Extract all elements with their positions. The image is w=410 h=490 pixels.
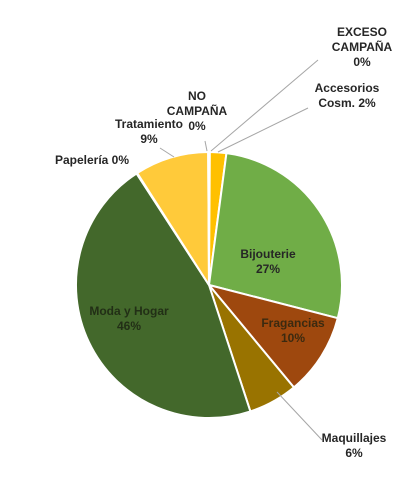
data-label-line: CAMPAÑA xyxy=(332,39,393,54)
leader-line xyxy=(204,140,208,152)
data-label-line: Papelería 0% xyxy=(55,153,129,167)
pie-slice-fragancias xyxy=(206,283,340,389)
data-label-line: 0% xyxy=(353,55,371,69)
pie-slices xyxy=(74,150,343,419)
data-label-line: EXCESO xyxy=(337,25,387,39)
data-label-tratamiento: Tratamiento 9% xyxy=(115,117,183,146)
data-label-line: 6% xyxy=(345,446,363,460)
data-label-line: 0% xyxy=(188,119,206,133)
data-label-line: Maquillajes xyxy=(322,431,387,445)
data-label-fragancias: Fragancias 10% xyxy=(261,316,325,345)
data-label-line: Accesorios xyxy=(315,81,380,95)
data-label-line: 10% xyxy=(281,331,305,345)
data-label-line: 9% xyxy=(140,132,158,146)
leader-lines xyxy=(159,59,323,441)
data-label-line: Moda y Hogar xyxy=(89,304,169,318)
data-label-no-campa-a: NO CAMPAÑA 0% xyxy=(167,89,228,133)
data-label-bijouterie: Bijouterie 27% xyxy=(240,247,296,276)
leader-line xyxy=(217,107,309,153)
data-label-line: Cosm. 2% xyxy=(318,96,376,110)
leader-line xyxy=(210,59,319,152)
data-label-line: NO xyxy=(188,89,206,103)
data-label-line: Fragancias xyxy=(261,316,325,330)
leader-line xyxy=(276,391,323,441)
pie-slice-no-campa-a xyxy=(207,150,210,286)
data-label-line: 46% xyxy=(117,319,141,333)
pie-slice-moda-y-hogar xyxy=(74,172,252,419)
slice-labels: EXCESO CAMPAÑA 0%Accesorios Cosm. 2%Bijoute… xyxy=(55,25,393,460)
data-label-maquillajes: Maquillajes 6% xyxy=(322,431,387,460)
data-label-papeler-a: Papelería 0% xyxy=(55,153,129,167)
data-label-accesorios-cosm-: Accesorios Cosm. 2% xyxy=(315,81,380,110)
data-label-line: 27% xyxy=(256,262,280,276)
data-label-exceso-campa-a: EXCESO CAMPAÑA 0% xyxy=(332,25,393,69)
data-label-line: Bijouterie xyxy=(240,247,296,261)
leader-line xyxy=(159,147,175,158)
data-label-line: Tratamiento xyxy=(115,117,183,131)
pie-slice-bijouterie xyxy=(207,152,343,320)
data-label-line: CAMPAÑA xyxy=(167,103,228,118)
data-label-moda-y-hogar: Moda y Hogar 46% xyxy=(89,304,169,333)
